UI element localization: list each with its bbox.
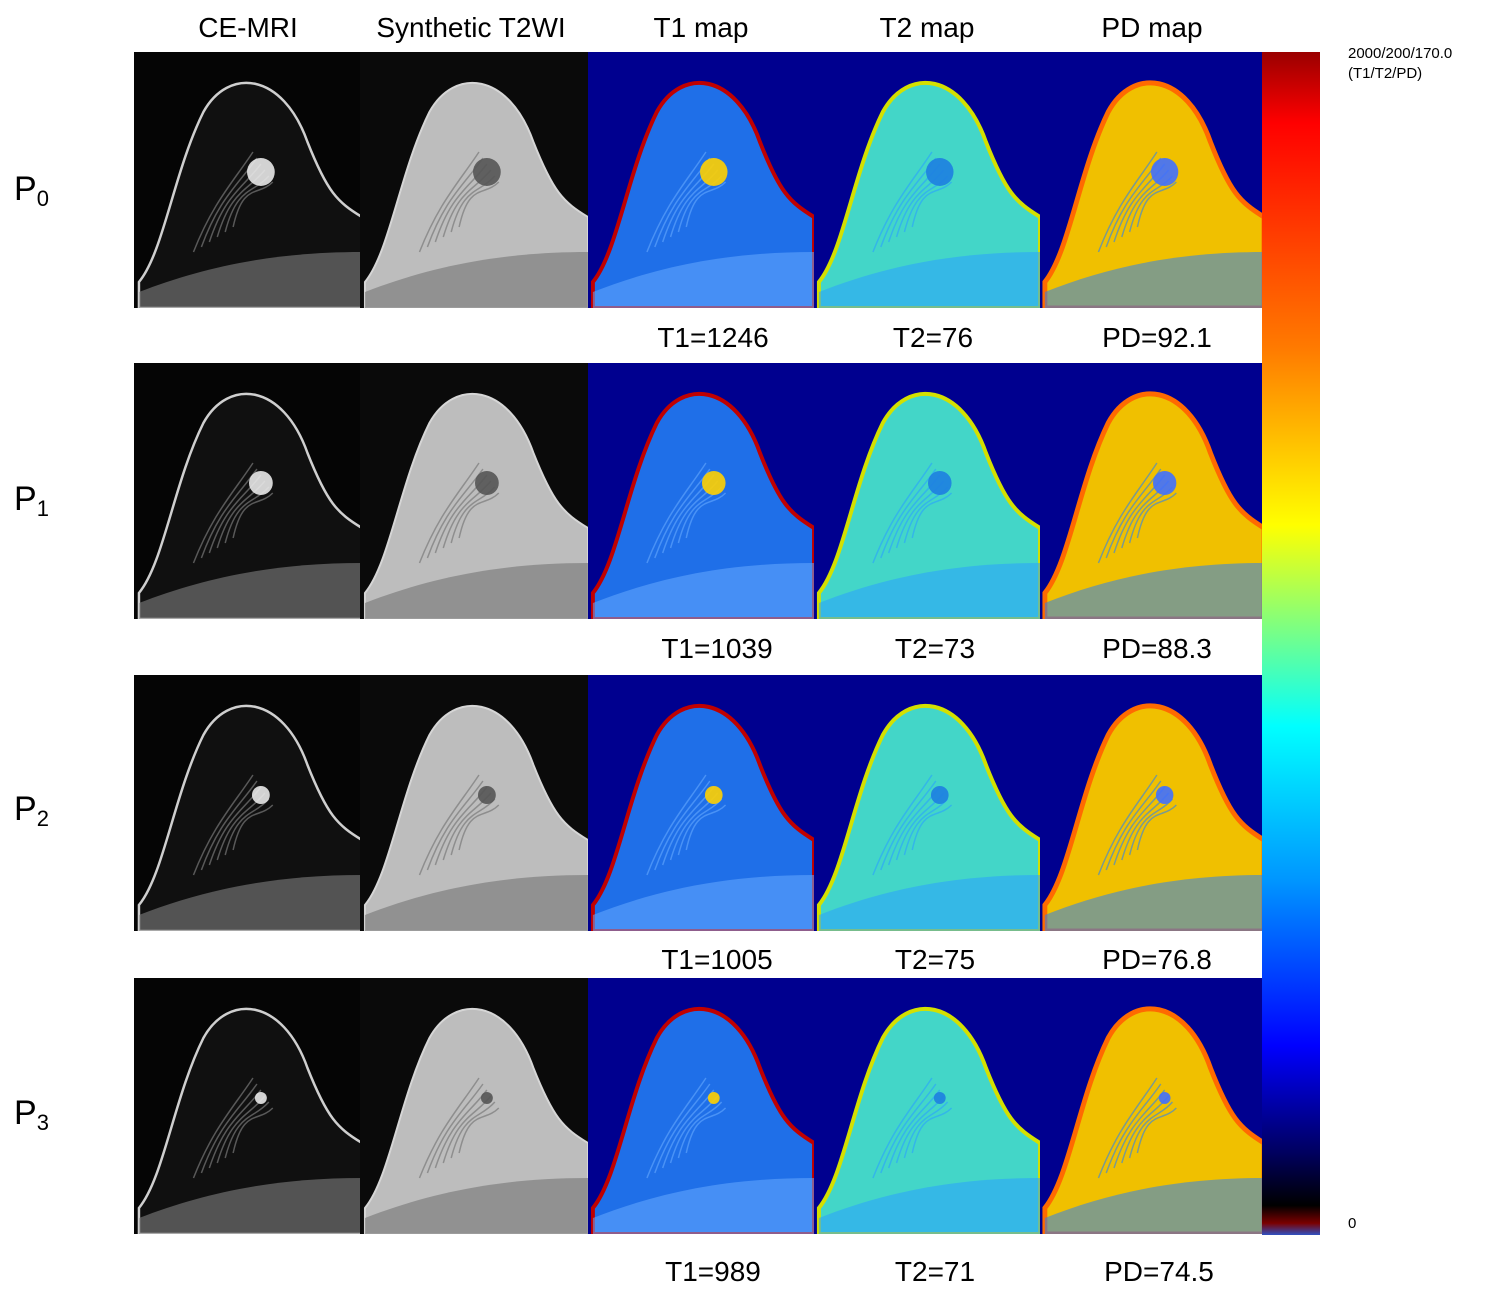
row-label-p0: P0: [14, 170, 49, 211]
column-header-t2-map: T2 map: [879, 12, 975, 43]
ce-mri-image-p2: [134, 675, 362, 931]
column-header-ce-mri: CE-MRI: [198, 12, 298, 43]
ce-mri-image-p1: [134, 363, 362, 619]
t1-value-p0: T1=1246: [657, 322, 769, 353]
colorbar-min-label: 0: [1348, 1215, 1357, 1232]
t2-value-p2: T2=75: [894, 944, 976, 975]
ce-mri-image-p0: [134, 52, 362, 308]
pd-map-image-p1: [1040, 363, 1264, 619]
synthetic-t2wi-image-p2: [360, 675, 588, 931]
t1-value-p3: T1=989: [665, 1256, 761, 1287]
t1-map-image-p1: [588, 363, 814, 619]
pd-value-p3: PD=74.5: [1104, 1256, 1214, 1287]
t1-map-image-p0: [588, 52, 814, 308]
synthetic-t2wi-image-p3: [360, 978, 588, 1234]
colorbar: [1262, 52, 1320, 1235]
t1-value-p2: T1=1005: [661, 944, 773, 975]
colorbar-max-units: (T1/T2/PD): [1348, 65, 1423, 82]
pd-value-p2: PD=76.8: [1102, 944, 1212, 975]
t1-map-image-p2: [588, 675, 814, 931]
t2-value-p3: T2=71: [894, 1256, 976, 1287]
row-label-p3: P3: [14, 1094, 49, 1135]
colorbar-max-label: 2000/200/170.0 (T1/T2/PD): [1348, 44, 1452, 84]
t1-map-image-p3: [588, 978, 814, 1234]
t1-value-p1: T1=1039: [661, 633, 773, 664]
t2-map-image-p3: [814, 978, 1040, 1234]
synthetic-t2wi-image-p1: [360, 363, 588, 619]
row-label-p1: P1: [14, 480, 49, 521]
t2-map-image-p2: [814, 675, 1040, 931]
synthetic-t2wi-image-p0: [360, 52, 588, 308]
column-header-synthetic-t2wi: Synthetic T2WI: [376, 12, 566, 43]
pd-value-p1: PD=88.3: [1102, 633, 1212, 664]
colorbar-max-value: 2000/200/170.0: [1348, 45, 1453, 62]
pd-value-p0: PD=92.1: [1102, 322, 1212, 353]
t2-value-p1: T2=73: [894, 633, 976, 664]
column-header-t1-map: T1 map: [653, 12, 749, 43]
t2-map-image-p1: [814, 363, 1040, 619]
t2-value-p0: T2=76: [892, 322, 974, 353]
column-header-pd-map: PD map: [1101, 12, 1203, 43]
row-label-p2: P2: [14, 790, 49, 831]
t2-map-image-p0: [814, 52, 1040, 308]
pd-map-image-p2: [1040, 675, 1264, 931]
pd-map-image-p3: [1040, 978, 1264, 1234]
ce-mri-image-p3: [134, 978, 362, 1234]
pd-map-image-p0: [1040, 52, 1264, 308]
